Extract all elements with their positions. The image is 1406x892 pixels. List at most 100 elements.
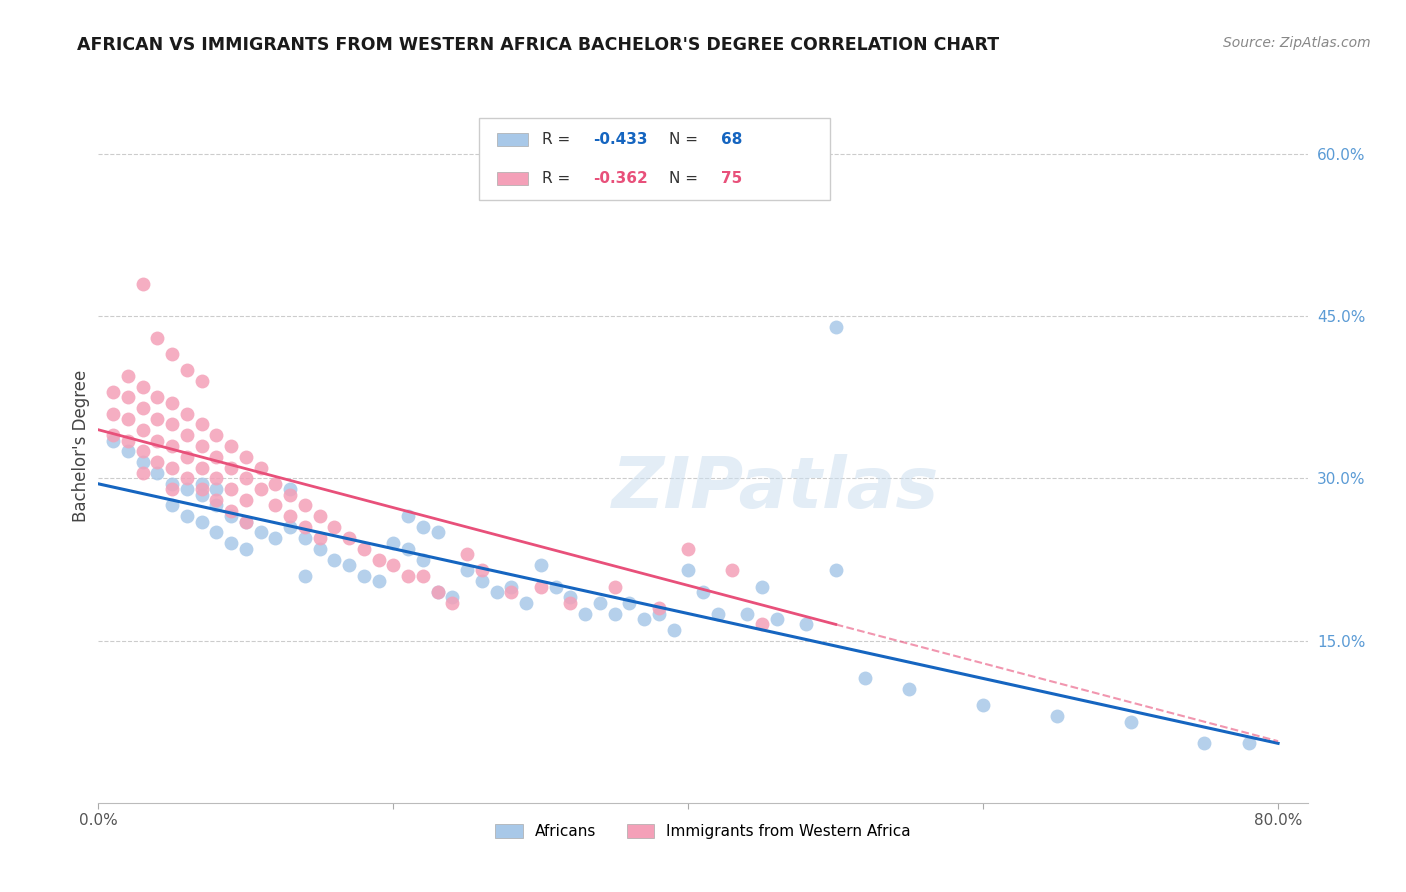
Point	[735, 607, 758, 621]
Point	[190, 515, 212, 529]
Point	[278, 482, 301, 496]
Point	[146, 331, 169, 345]
Point	[101, 384, 124, 399]
Point	[205, 493, 228, 508]
Point	[662, 623, 685, 637]
Point	[205, 525, 228, 540]
Point	[146, 434, 169, 448]
Point	[396, 509, 419, 524]
Point	[249, 525, 271, 540]
FancyBboxPatch shape	[479, 118, 830, 200]
FancyBboxPatch shape	[498, 171, 527, 185]
Point	[560, 591, 582, 605]
Point	[117, 390, 139, 404]
Point	[264, 531, 287, 545]
Point	[176, 471, 198, 485]
Point	[765, 612, 787, 626]
Point	[190, 374, 212, 388]
Text: N =: N =	[669, 171, 703, 186]
Point	[235, 515, 257, 529]
Text: 68: 68	[721, 132, 742, 147]
Point	[131, 277, 153, 291]
Point	[264, 499, 287, 513]
Point	[101, 434, 124, 448]
Text: -0.362: -0.362	[593, 171, 648, 186]
Point	[219, 504, 242, 518]
Point	[190, 482, 212, 496]
Point	[278, 509, 301, 524]
Point	[278, 488, 301, 502]
Point	[501, 580, 523, 594]
Point	[294, 531, 316, 545]
Point	[131, 455, 153, 469]
Point	[544, 580, 567, 594]
Point	[853, 672, 876, 686]
Point	[794, 617, 817, 632]
Point	[190, 417, 212, 432]
Point	[219, 439, 242, 453]
Point	[249, 460, 271, 475]
Point	[824, 320, 846, 334]
Point	[441, 596, 464, 610]
Point	[426, 585, 449, 599]
Point	[619, 596, 641, 610]
Point	[353, 541, 375, 556]
Point	[337, 558, 360, 572]
Text: Source: ZipAtlas.com: Source: ZipAtlas.com	[1223, 36, 1371, 50]
Point	[264, 476, 287, 491]
Point	[898, 682, 921, 697]
Text: N =: N =	[669, 132, 703, 147]
Text: R =: R =	[543, 171, 575, 186]
Point	[560, 596, 582, 610]
Point	[603, 607, 626, 621]
Point	[235, 515, 257, 529]
Point	[146, 466, 169, 480]
Point	[146, 412, 169, 426]
Point	[176, 509, 198, 524]
Legend: Africans, Immigrants from Western Africa: Africans, Immigrants from Western Africa	[488, 816, 918, 847]
Point	[176, 363, 198, 377]
Point	[412, 568, 434, 582]
Point	[367, 552, 389, 566]
Point	[235, 471, 257, 485]
Point	[648, 601, 671, 615]
Point	[471, 574, 494, 589]
Point	[117, 412, 139, 426]
Point	[131, 401, 153, 416]
Point	[131, 423, 153, 437]
Point	[501, 585, 523, 599]
Point	[530, 580, 553, 594]
Point	[205, 428, 228, 442]
Point	[190, 439, 212, 453]
Text: 75: 75	[721, 171, 742, 186]
FancyBboxPatch shape	[498, 133, 527, 146]
Point	[1046, 709, 1069, 723]
Point	[131, 466, 153, 480]
Point	[160, 417, 183, 432]
Point	[323, 520, 346, 534]
Point	[456, 563, 478, 577]
Point	[160, 499, 183, 513]
Point	[219, 482, 242, 496]
Point	[603, 580, 626, 594]
Point	[176, 407, 198, 421]
Point	[205, 471, 228, 485]
Text: R =: R =	[543, 132, 575, 147]
Point	[367, 574, 389, 589]
Point	[648, 607, 671, 621]
Y-axis label: Bachelor's Degree: Bachelor's Degree	[72, 370, 90, 522]
Point	[101, 407, 124, 421]
Point	[160, 482, 183, 496]
Text: -0.433: -0.433	[593, 132, 648, 147]
Point	[721, 563, 744, 577]
Point	[294, 568, 316, 582]
Point	[678, 563, 700, 577]
Point	[426, 525, 449, 540]
Point	[485, 585, 508, 599]
Point	[574, 607, 596, 621]
Point	[294, 499, 316, 513]
Point	[101, 428, 124, 442]
Point	[456, 547, 478, 561]
Point	[751, 617, 773, 632]
Point	[235, 450, 257, 464]
